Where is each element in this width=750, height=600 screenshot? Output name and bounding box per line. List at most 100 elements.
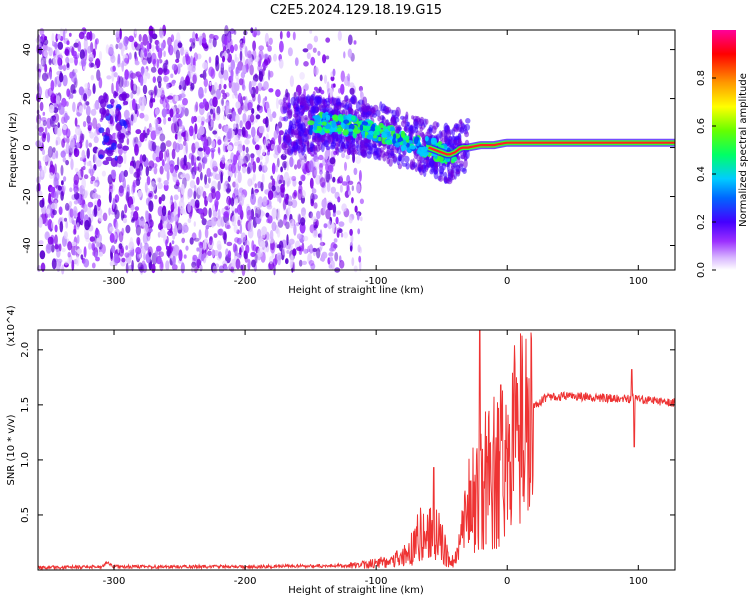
spectrogram-noise-blob [212,209,218,218]
spectrogram-noise-blob [123,120,127,127]
spectrogram-noise-blob [68,152,72,158]
spectrogram-noise-blob [44,63,48,74]
spectrogram-noise-blob [292,192,297,199]
spectrogram-noise-blob [350,234,354,244]
spectrogram-noise-blob [139,242,143,249]
spectrogram-noise-blob [223,265,228,271]
spectrogram-noise-blob [73,206,78,218]
spectrogram-noise-blob [71,50,77,57]
spectrogram-noise-blob [146,49,152,58]
spectrogram-noise-blob [152,76,156,83]
spectrogram-noise-blob [59,72,64,83]
spectrogram-noise-blob [209,33,215,39]
spectrogram-ridge-halo [316,96,322,104]
spectrogram-noise-blob [296,233,302,240]
spectrogram-ridge-halo [363,105,369,113]
spectrogram-noise-blob [94,252,98,258]
spectrogram-noise-blob [205,146,211,155]
spectrogram-noise-blob [343,51,346,59]
spectrogram-noise-blob [189,237,194,245]
spectrogram-ridge-core [402,141,407,145]
spectrogram-noise-blob [233,44,238,52]
spectrogram-noise-blob [39,250,46,260]
spectrogram-noise-blob [61,247,66,253]
spectrogram-noise-blob [206,196,211,202]
spectrogram-noise-blob [262,97,266,107]
spectrogram-noise-blob [232,243,237,253]
spectrogram-noise-blob [296,222,300,227]
spectrogram-ridge [281,94,675,185]
spectrogram-noise-blob [292,249,297,257]
spectrogram-noise-blob [133,82,137,92]
spectrogram-noise-blob [83,38,88,50]
spectrogram-ridge-core [361,131,366,139]
spectrogram-noise-blob [89,236,95,242]
spectrogram-noise-blob [233,224,238,233]
spectrogram-noise-blob [94,65,97,70]
spectrogram-noise-blob [206,111,212,122]
spectrogram-noise-blob [252,40,256,51]
spectrogram-noise-blob [80,254,84,260]
snr-y-ticks: 0.5 1.0 1.5 2.0 [20,342,675,523]
spectrogram-noise-blob [251,108,255,115]
spectrogram-noise-blob [38,240,44,245]
spectrogram-noise-blob [233,30,237,35]
spectrogram-noise-blob [60,150,66,158]
spectrogram-noise-blob [53,191,58,201]
spectrogram-noise-blob [124,252,130,258]
spectrogram-noise-blob [109,260,115,267]
spectrogram-noise-blob [197,208,204,214]
spectrogram-noise-blob [96,69,101,81]
spectrogram-noise-blob [35,37,42,44]
spectrogram-noise-blob [47,219,53,231]
spectrogram-noise-blob [267,107,272,117]
spectrogram-noise-blob [148,89,155,96]
spectrogram-noise-blob [169,242,172,251]
spectrogram-noise-blob [225,188,232,193]
spectrogram-noise-blob [239,223,243,235]
spectrogram-noise-blob [123,152,127,165]
spectrogram-noise-blob [159,228,166,238]
spectrogram-noise-blob [232,93,235,99]
spectrogram-noise-blob [144,210,148,217]
spectrogram-noise-blob [252,161,257,173]
spectrogram-ridge-core [366,120,374,124]
spectrogram-noise-blob [123,58,128,67]
spectrogram-noise-blob [98,95,105,104]
spectrogram-noise-blob [267,54,272,64]
spectrogram-ridge-core [436,155,444,162]
spectrogram-noise-blob [193,237,200,242]
spectrogram-noise-blob [335,216,339,225]
spectrogram-noise-blob [312,216,317,223]
spectrogram-ridge-core [347,130,354,136]
spectrogram-noise-blob [171,148,176,160]
spectrogram-noise-blob [230,205,235,213]
spectrogram-noise-blob [223,69,229,81]
spectrogram-noise-blob [109,182,114,190]
spectrogram-noise-blob [288,198,292,210]
spectrogram-noise-blob [215,113,221,121]
spectrogram-noise-blob [74,187,77,194]
spectrogram-noise-blob [230,197,235,207]
spectrogram-noise-blob [134,206,140,212]
spectrogram-noise-blob [280,153,287,160]
spectrogram-noise-blob [250,80,257,87]
spectrogram-noise-blob [202,190,207,199]
spectrogram-noise-blob [165,149,170,158]
spectrogram-noise-blob [117,162,122,168]
spectrogram-ridge-halo [332,133,339,142]
spectrogram-noise-blob [151,52,157,65]
spectrogram-noise-blob [235,114,240,124]
spectrogram-noise-blob [313,66,319,76]
spectrogram-noise-blob [330,223,336,229]
spectrogram-noise-blob [49,160,54,168]
spectrogram-ridge-halo [298,129,304,137]
spectrogram-ridge-halo [438,163,443,169]
spectrogram-noise-blob [140,76,144,86]
spectrogram-noise-blob [55,140,58,146]
spectrogram-noise-blob [308,211,313,219]
colorbar-tick-label: 0.4 [696,166,707,182]
spectrogram-noise-blob [177,206,181,218]
spectrogram-noise-blob [317,50,321,56]
spectrogram-noise-blob [339,175,343,182]
